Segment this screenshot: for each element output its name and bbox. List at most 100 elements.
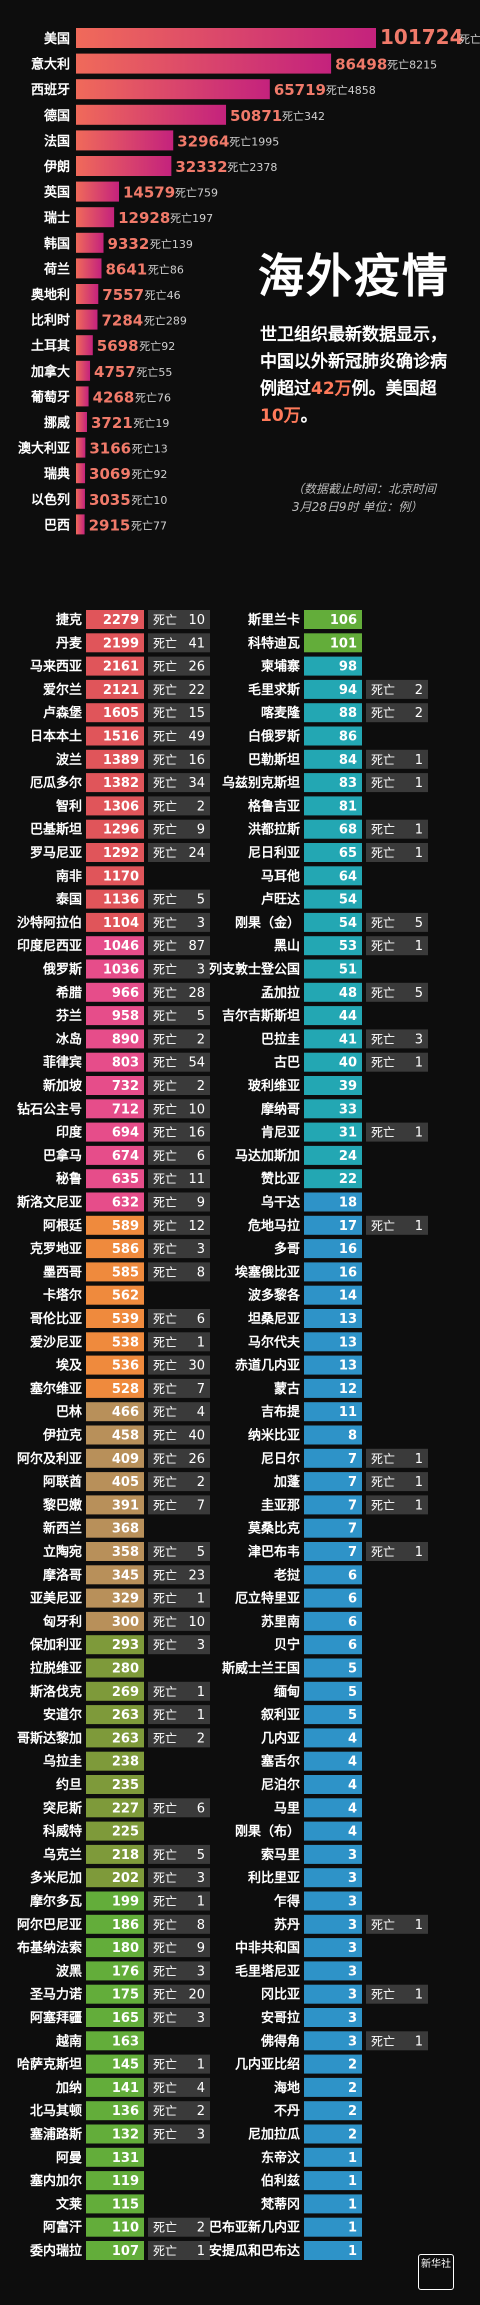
grid-country-label: 刚果（金） bbox=[235, 915, 300, 931]
grid-confirmed-label: 3 bbox=[348, 1895, 357, 1910]
grid-confirmed-box bbox=[304, 1029, 362, 1049]
grid-death-box bbox=[148, 1961, 210, 1981]
grid-death-prefix: 死亡 bbox=[153, 706, 177, 720]
grid-confirmed-box bbox=[304, 1448, 362, 1468]
grid-country-label: 马来西亚 bbox=[30, 659, 82, 675]
grid-country-label: 塞尔维亚 bbox=[30, 1381, 82, 1397]
grid-death-label: 10 bbox=[188, 613, 205, 628]
grid-death-label: 4 bbox=[197, 1405, 205, 1420]
grid-death-box bbox=[148, 1495, 210, 1515]
grid-country-label: 老挝 bbox=[273, 1567, 301, 1583]
grid-country-label: 卢森堡 bbox=[43, 705, 82, 721]
grid-confirmed-label: 8 bbox=[348, 1429, 357, 1444]
grid-confirmed-box bbox=[86, 1076, 144, 1095]
grid-country-label: 亚美尼亚 bbox=[30, 1591, 82, 1607]
grid-country-label: 墨西哥 bbox=[43, 1264, 82, 1280]
grid-country-label: 秘鲁 bbox=[56, 1171, 82, 1187]
grid-death-box bbox=[148, 796, 210, 816]
top-death-label: 死亡289 bbox=[144, 314, 187, 328]
grid-confirmed-label: 1516 bbox=[103, 730, 139, 745]
grid-death-box bbox=[148, 2101, 210, 2121]
grid-confirmed-label: 81 bbox=[339, 799, 357, 814]
grid-death-box bbox=[148, 1938, 210, 1958]
grid-confirmed-box bbox=[304, 889, 362, 909]
grid-death-prefix: 死亡 bbox=[371, 1452, 395, 1466]
grid-country-label: 埃塞俄比亚 bbox=[235, 1264, 300, 1280]
grid-death-prefix: 死亡 bbox=[153, 1172, 177, 1186]
grid-death-box bbox=[148, 982, 210, 1002]
grid-death-label: 1 bbox=[415, 2034, 423, 2049]
grid-death-label: 5 bbox=[197, 893, 205, 908]
grid-death-box bbox=[148, 1309, 210, 1328]
grid-death-label: 3 bbox=[197, 1638, 205, 1653]
grid-country-label: 摩纳哥 bbox=[261, 1101, 300, 1117]
grid-death-label: 5 bbox=[415, 916, 423, 931]
grid-country-label: 阿塞拜疆 bbox=[30, 2010, 82, 2026]
grid-confirmed-box bbox=[304, 1006, 362, 1026]
grid-confirmed-box bbox=[86, 2241, 144, 2260]
grid-confirmed-box bbox=[304, 1938, 362, 1958]
grid-confirmed-label: 11 bbox=[339, 1405, 357, 1420]
top-death-label: 死亡55 bbox=[136, 365, 172, 379]
grid-country-label: 阿富汗 bbox=[43, 2220, 82, 2236]
grid-confirmed-box bbox=[86, 1891, 144, 1911]
grid-country-label: 爱尔兰 bbox=[43, 682, 82, 698]
grid-confirmed-label: 5 bbox=[348, 1685, 357, 1700]
grid-country-label: 摩洛哥 bbox=[43, 1567, 82, 1583]
grid-death-box bbox=[366, 936, 428, 956]
grid-confirmed-box bbox=[86, 1472, 144, 1492]
grid-confirmed-label: 3 bbox=[348, 1871, 357, 1886]
top-country-label: 德国 bbox=[44, 108, 70, 124]
grid-confirmed-label: 391 bbox=[112, 1498, 139, 1513]
top-confirmed-label: 2915 bbox=[89, 516, 131, 534]
grid-confirmed-box bbox=[86, 2171, 144, 2191]
grid-confirmed-box bbox=[86, 1099, 144, 1119]
grid-confirmed-box bbox=[304, 1635, 362, 1655]
grid-death-prefix: 死亡 bbox=[153, 2081, 177, 2095]
grid-confirmed-box bbox=[304, 1588, 362, 1608]
grid-country-label: 孟加拉 bbox=[261, 985, 300, 1001]
subtitle-highlight-a: 42万 bbox=[311, 379, 352, 399]
grid-confirmed-box bbox=[86, 819, 144, 839]
grid-death-box bbox=[148, 843, 210, 862]
grid-confirmed-box bbox=[86, 633, 144, 653]
grid-death-box bbox=[148, 726, 210, 746]
grid-death-prefix: 死亡 bbox=[153, 1918, 177, 1932]
grid-confirmed-box bbox=[304, 843, 362, 862]
grid-confirmed-label: 1 bbox=[348, 2197, 357, 2212]
grid-confirmed-label: 586 bbox=[112, 1242, 139, 1257]
grid-confirmed-box bbox=[86, 1961, 144, 1981]
grid-death-label: 34 bbox=[188, 776, 205, 791]
grid-confirmed-box bbox=[86, 610, 144, 629]
grid-confirmed-label: 585 bbox=[112, 1265, 139, 1280]
grid-confirmed-label: 263 bbox=[112, 1731, 139, 1746]
grid-country-label: 莫桑比克 bbox=[247, 1521, 300, 1537]
grid-death-prefix: 死亡 bbox=[153, 1196, 177, 1210]
grid-death-box bbox=[148, 1215, 210, 1235]
top-death-label: 死亡759 bbox=[175, 186, 218, 200]
top-country-label: 土耳其 bbox=[31, 338, 70, 354]
grid-death-box bbox=[366, 2031, 428, 2051]
grid-country-label: 伯利兹 bbox=[261, 2173, 300, 2189]
grid-country-label: 智利 bbox=[56, 798, 82, 814]
grid-confirmed-label: 86 bbox=[339, 730, 357, 745]
grid-confirmed-box bbox=[304, 1425, 362, 1445]
grid-country-label: 乌兹别克斯坦 bbox=[222, 775, 300, 791]
grid-death-label: 9 bbox=[197, 1941, 205, 1956]
top-confirmed-label: 4757 bbox=[94, 363, 136, 381]
grid-death-prefix: 死亡 bbox=[153, 1568, 177, 1582]
grid-country-label: 黎巴嫩 bbox=[43, 1497, 83, 1513]
grid-death-box bbox=[148, 1425, 210, 1445]
grid-death-label: 30 bbox=[188, 1359, 205, 1374]
grid-confirmed-label: 7 bbox=[348, 1452, 357, 1467]
grid-confirmed-box bbox=[304, 959, 362, 979]
grid-country-label: 新加坡 bbox=[43, 1078, 83, 1094]
grid-confirmed-label: 3 bbox=[348, 2011, 357, 2026]
grid-confirmed-label: 107 bbox=[112, 2244, 139, 2259]
grid-death-box bbox=[148, 1099, 210, 1119]
grid-country-label: 纳米比亚 bbox=[248, 1428, 300, 1444]
subtitle: 世卫组织最新数据显示，中国以外新冠肺炎确诊病例超过42万例。美国超 10万。 bbox=[260, 322, 450, 430]
grid-confirmed-box bbox=[86, 1052, 144, 1072]
grid-country-label: 柬埔寨 bbox=[261, 659, 300, 675]
